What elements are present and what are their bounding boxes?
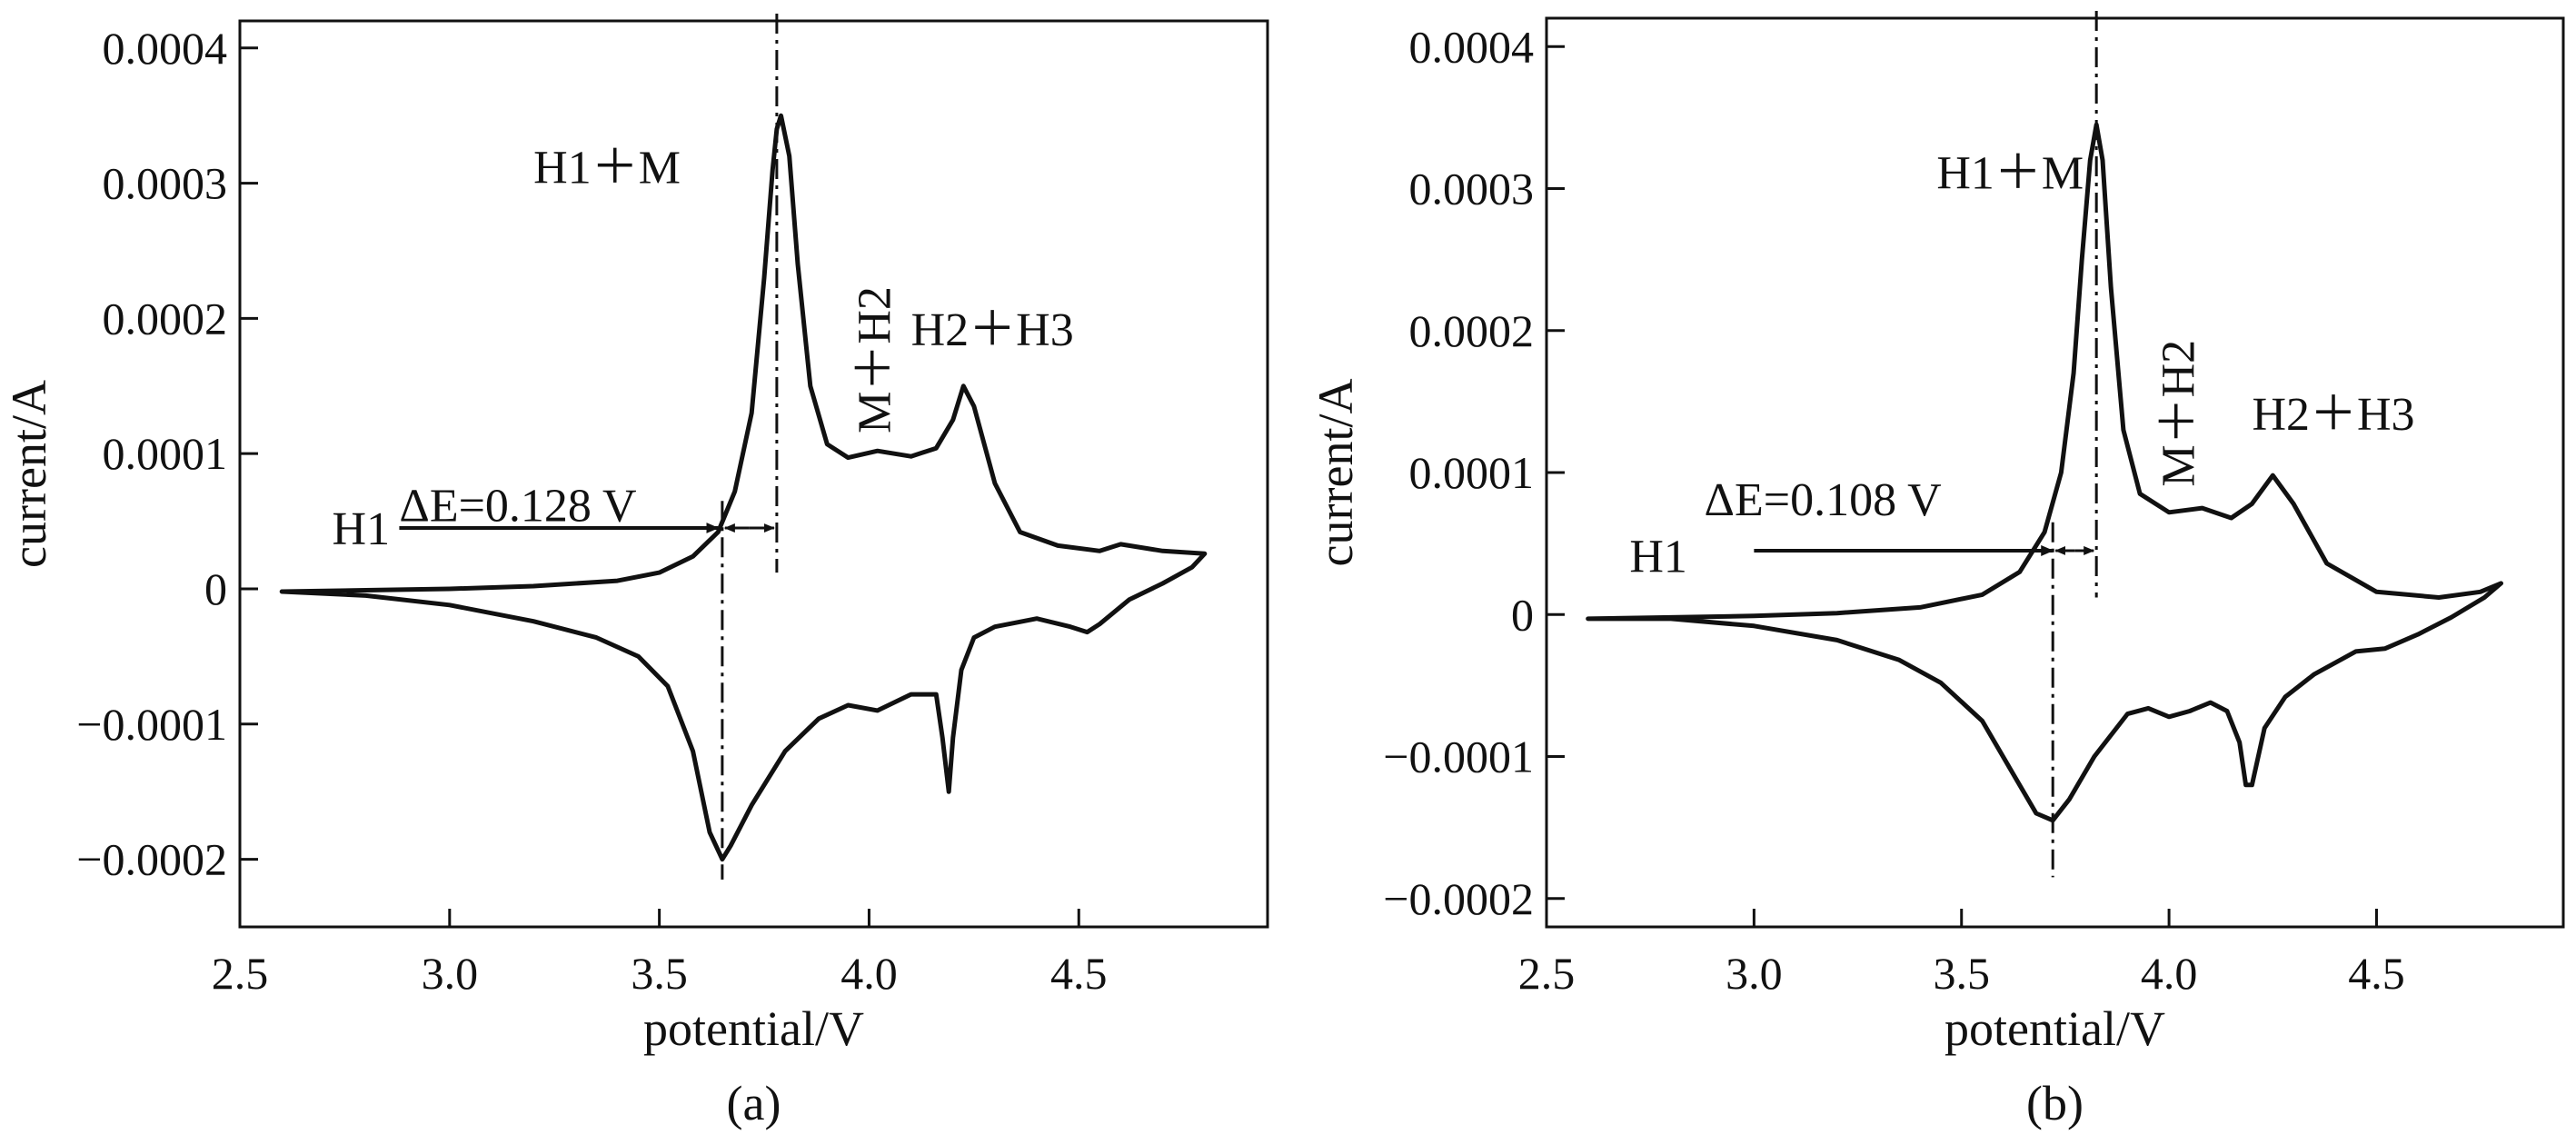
y-tick-label: −0.0001 (1383, 732, 1534, 782)
peak-annotation: ΔE=0.128 V (399, 481, 636, 533)
x-tick-label: 3.5 (631, 948, 688, 999)
x-tick-label: 3.0 (422, 948, 479, 999)
cv-panel-a: 2.5 3.0 3.5 4.0 4.5 0.0004 0.0003 0.0002 0.0001 0… (2, 14, 1269, 1130)
peak-annotation: H1＋M (533, 143, 681, 194)
panel-label: (a) (727, 1076, 781, 1130)
x-tick-label: 4.0 (840, 948, 898, 999)
x-tick-label: 3.5 (1933, 948, 1990, 999)
y-tick-label: 0.0001 (103, 428, 228, 479)
y-tick-label: −0.0001 (76, 699, 227, 750)
y-tick-label: 0.0002 (103, 293, 228, 344)
peak-annotation: M＋H2 (850, 286, 901, 433)
y-tick-label: 0.0004 (103, 23, 228, 74)
y-axis-label: current/A (2, 380, 56, 568)
peak-annotation: H1＋M (1936, 148, 2084, 200)
x-axis-label: potential/V (643, 1001, 864, 1056)
peak-annotation: H1 (333, 503, 391, 555)
x-tick-label: 4.5 (1050, 948, 1108, 999)
plot-frame (238, 19, 1269, 929)
y-tick-label: 0.0003 (103, 158, 228, 209)
y-tick-label: 0.0002 (1409, 305, 1535, 356)
y-tick-label: 0.0003 (1409, 164, 1535, 214)
panel-label: (b) (2026, 1076, 2084, 1130)
x-tick-label: 4.0 (2141, 948, 2198, 999)
peak-annotation: H1 (1629, 531, 1687, 582)
peak-annotation: ΔE=0.108 V (1705, 474, 1942, 526)
y-tick-label: −0.0002 (1383, 873, 1534, 924)
y-axis-label: current/A (1308, 379, 1363, 567)
y-tick-label: −0.0002 (76, 834, 227, 885)
y-tick-label: 0 (1511, 589, 1534, 640)
y-tick-label: 0.0001 (1409, 447, 1535, 498)
x-tick-label: 2.5 (1518, 948, 1576, 999)
cv-curve (279, 113, 1208, 862)
peak-annotation: M＋H2 (2153, 340, 2205, 487)
y-tick-label: 0.0004 (1409, 21, 1535, 72)
peak-annotation: H2＋H3 (2252, 389, 2414, 441)
x-tick-label: 2.5 (212, 948, 269, 999)
peak-annotation: H2＋H3 (911, 304, 1074, 356)
x-axis-label: potential/V (1944, 1001, 2165, 1056)
cv-panel-b: 2.5 3.0 3.5 4.0 4.5 0.0004 0.0003 0.0002 0.0001 0… (1308, 11, 2565, 1130)
x-tick-label: 4.5 (2348, 948, 2405, 999)
y-tick-label: 0 (204, 563, 227, 614)
cv-curve (1586, 122, 2503, 823)
x-tick-label: 3.0 (1726, 948, 1783, 999)
